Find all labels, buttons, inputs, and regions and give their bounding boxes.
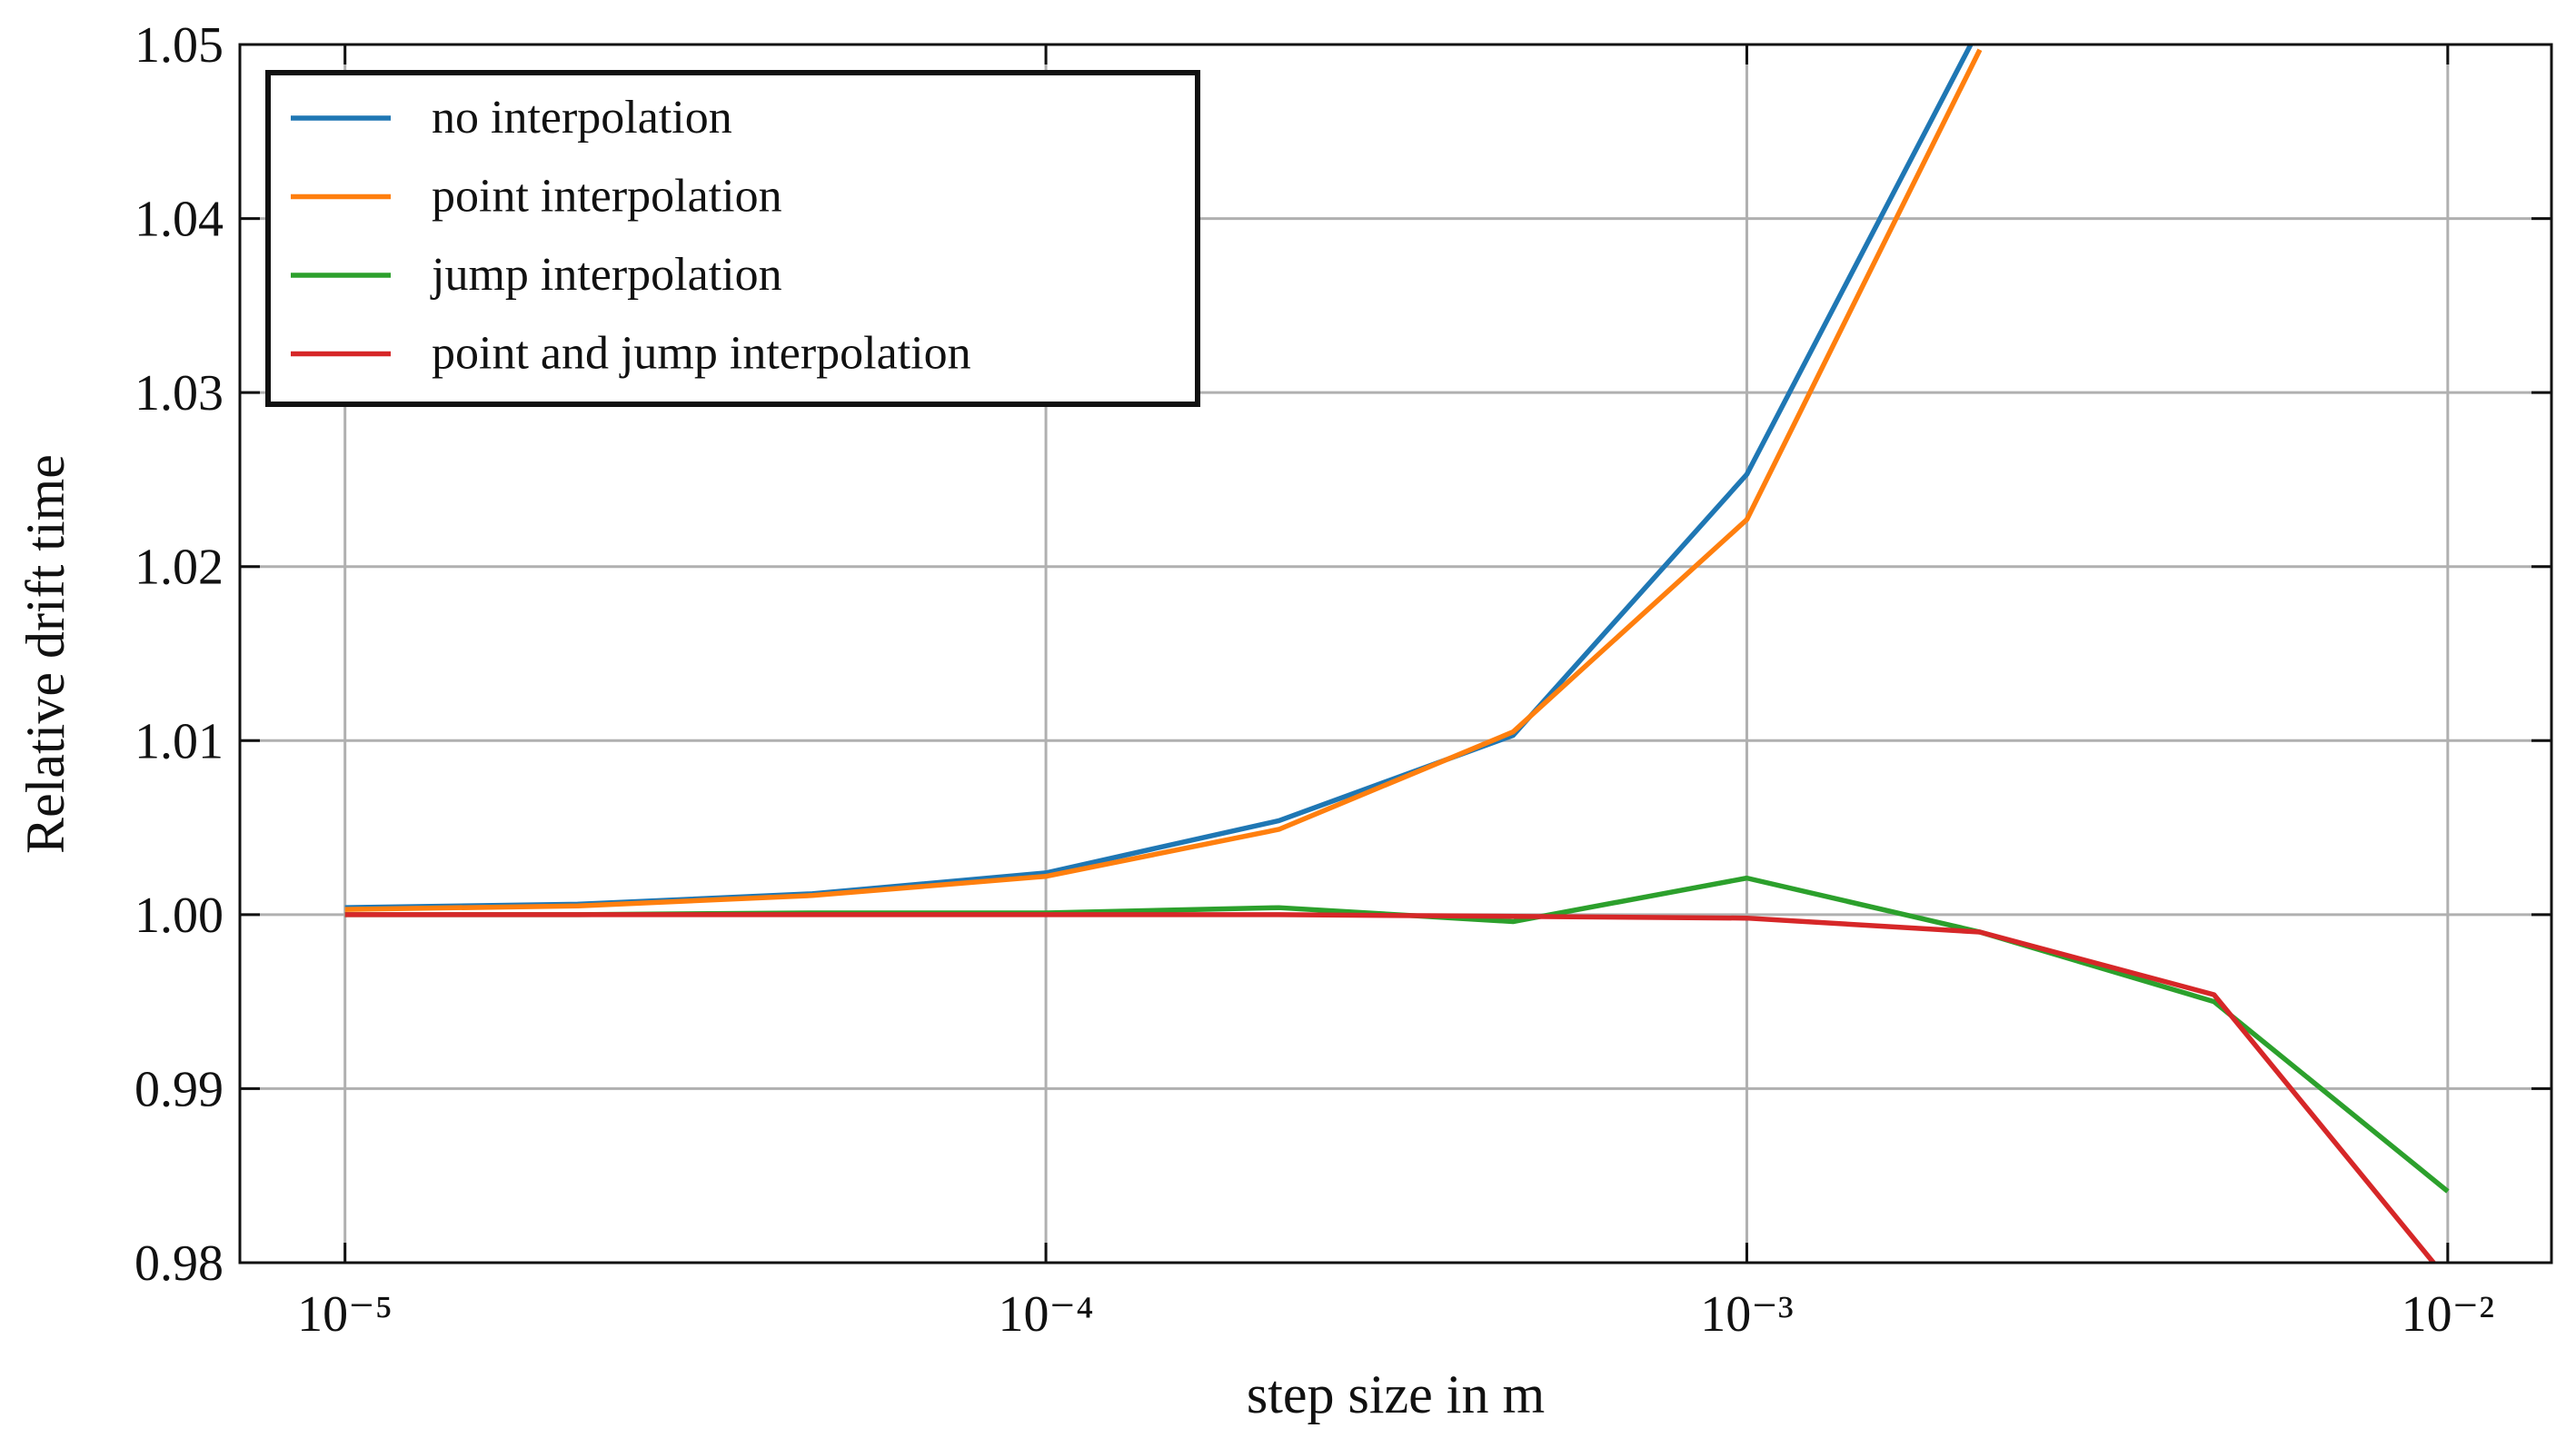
- legend-frame: [265, 70, 1200, 407]
- series-line: [344, 912, 2437, 1263]
- y-tick-label: 1.00: [134, 888, 224, 944]
- y-tick-label: 1.02: [134, 540, 224, 596]
- ticks: 10⁻⁵ 10⁻⁴ 10⁻³ 10⁻² 0.98 0.99 1.00 1.01 1.02 1.03…: [134, 17, 2551, 1343]
- series-line: [344, 48, 1983, 912]
- plot-lines: [344, 45, 2450, 1263]
- legend-label: point and jump interpolation: [432, 328, 971, 380]
- y-tick-label: 1.03: [134, 365, 224, 422]
- series-line: [344, 875, 2450, 1194]
- y-tick-label: 0.99: [134, 1061, 224, 1117]
- y-tick-label: 0.98: [134, 1235, 224, 1292]
- legend-label: jump interpolation: [430, 249, 782, 301]
- plot-frame: [238, 43, 2553, 1265]
- y-tick-label: 1.01: [134, 713, 224, 769]
- y-tick-label: 1.04: [134, 192, 224, 248]
- y-tick-label: 1.05: [134, 17, 224, 74]
- x-tick-label: 10⁻⁴: [999, 1286, 1094, 1343]
- x-axis-label: step size in m: [1247, 1364, 1545, 1424]
- legend: no interpolation point interpolation jump …: [265, 70, 1200, 407]
- x-tick-label: 10⁻²: [2402, 1286, 2494, 1343]
- legend-label: no interpolation: [432, 92, 732, 144]
- x-tick-label: 10⁻⁵: [297, 1286, 393, 1343]
- x-tick-label: 10⁻³: [1700, 1286, 1793, 1343]
- y-axis-label: Relative drift time: [15, 454, 75, 854]
- legend-label: point interpolation: [432, 171, 782, 223]
